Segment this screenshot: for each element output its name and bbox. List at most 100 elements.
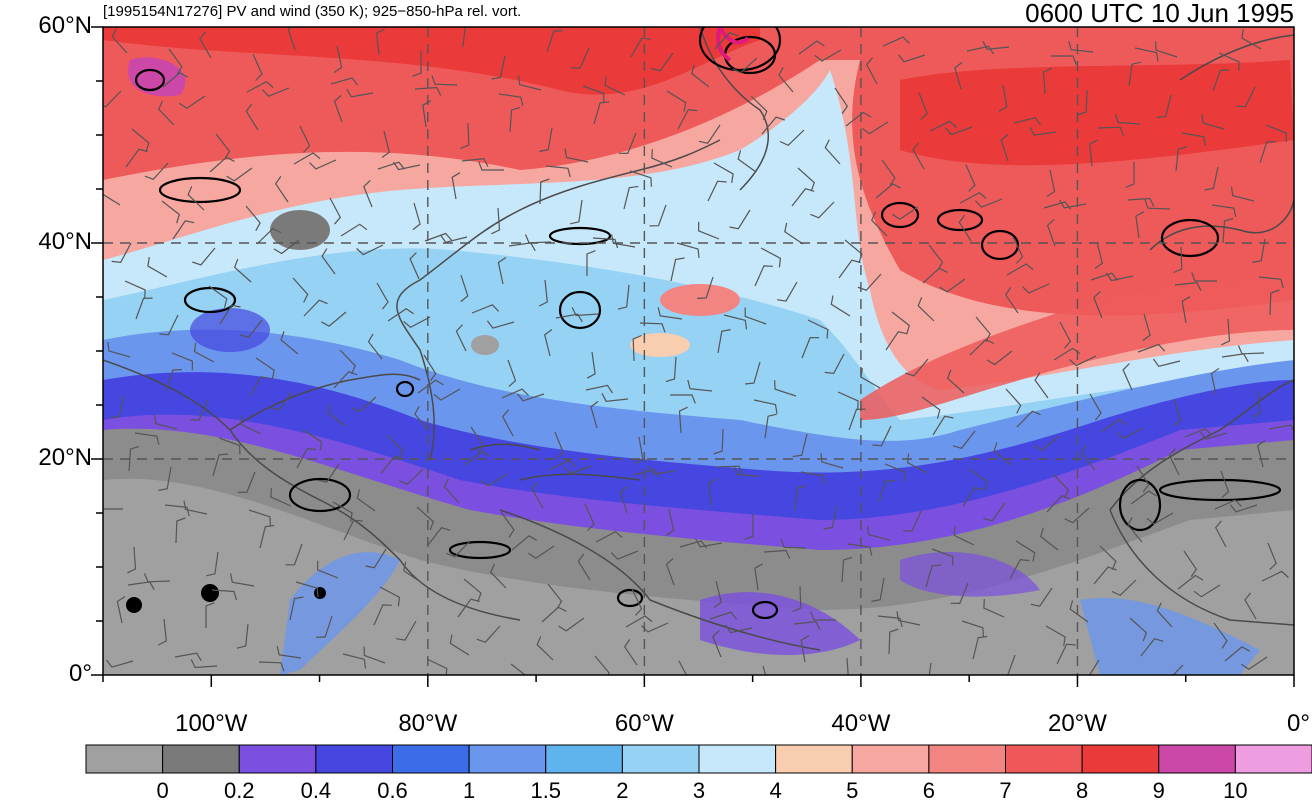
wind-barb (865, 57, 878, 85)
wind-barb (1004, 287, 1019, 314)
wind-barb (929, 120, 957, 132)
colorbar-label: 3 (692, 778, 706, 803)
wind-barb (1213, 622, 1228, 649)
wind-barb (321, 248, 336, 275)
wind-barb (1100, 418, 1127, 433)
wind-barb (641, 622, 669, 633)
wind-barb (665, 508, 675, 537)
wind-barb (403, 561, 423, 584)
wind-barb (629, 170, 652, 187)
wind-barb (723, 314, 748, 330)
wind-barb (676, 242, 700, 259)
wind-barb (245, 103, 259, 131)
wind-barb (1111, 579, 1137, 597)
wind-barb (774, 380, 797, 397)
wind-barb (953, 526, 975, 546)
wind-barb (677, 108, 698, 130)
wind-barb (539, 127, 553, 152)
wind-barb (1224, 646, 1250, 662)
wind-barb (276, 646, 302, 659)
wind-barb (309, 159, 337, 170)
wind-barb (665, 557, 675, 586)
wind-barb (716, 465, 744, 475)
wind-barb (329, 197, 342, 225)
wind-barb (713, 162, 734, 183)
wind-barb (954, 61, 963, 90)
wind-barb (906, 453, 928, 474)
wind-barb (729, 209, 751, 230)
wind-barb (1183, 550, 1198, 577)
wind-barb (1221, 318, 1231, 346)
wind-barb (124, 280, 146, 299)
wind-barb (993, 442, 1012, 466)
wind-barb (582, 85, 605, 103)
lon-label: 80°W (398, 710, 458, 737)
wind-barb (695, 538, 723, 548)
wind-barb (547, 583, 563, 610)
wind-barb (546, 30, 563, 53)
colorbar-label: 6 (922, 778, 935, 803)
wind-barb (713, 428, 724, 455)
wind-barb (1045, 625, 1066, 646)
wind-barb (952, 430, 976, 449)
wind-barb (1193, 584, 1221, 598)
wind-barb (158, 466, 172, 491)
wind-barb (709, 611, 738, 620)
wind-barb (651, 52, 674, 72)
wind-barb (321, 311, 347, 327)
wind-barb (1265, 124, 1288, 143)
wind-barb (292, 277, 309, 303)
lon-label: 40°W (831, 710, 891, 737)
colorbar-swatch (1158, 744, 1236, 774)
wind-barb (800, 635, 810, 663)
wind-barb (1034, 372, 1049, 399)
wind-barb (1093, 566, 1117, 585)
wind-barb (1127, 197, 1155, 207)
colorbar-label: 10 (1223, 778, 1248, 803)
wind-barb (744, 514, 754, 540)
wind-barb (1229, 504, 1258, 513)
wind-barb (921, 396, 941, 419)
wind-barb (451, 172, 461, 200)
wind-barb (1000, 133, 1009, 162)
wind-barb (810, 611, 836, 621)
wind-barb (1236, 86, 1256, 108)
wind-barb (687, 379, 713, 392)
wind-barb (1135, 211, 1145, 239)
wind-barb (480, 473, 508, 487)
wind-barb (273, 239, 300, 255)
wind-barb (563, 465, 592, 475)
wind-barb (256, 227, 282, 245)
wind-barb (363, 646, 386, 664)
wind-barb (630, 37, 651, 58)
wind-barb (1030, 587, 1053, 607)
wind-barb (1077, 89, 1088, 116)
wind-barb (678, 406, 688, 434)
vorticity-contours (134, 27, 1282, 620)
wind-barb (387, 307, 414, 322)
wind-barb (171, 352, 194, 371)
wind-barb (1134, 47, 1159, 62)
wind-barb (299, 125, 311, 153)
wind-barb (983, 599, 1005, 618)
wind-barb (932, 415, 954, 436)
wind-barb (707, 180, 727, 202)
wind-barb (1088, 659, 1100, 675)
wind-barb (763, 549, 791, 559)
wind-barb (218, 437, 241, 455)
wind-barb (303, 299, 328, 317)
wind-barb (975, 316, 991, 342)
wind-barb (489, 563, 507, 589)
wind-barb (497, 256, 507, 285)
wind-barb (604, 76, 626, 96)
wind-barb (1172, 664, 1184, 675)
colorbar-label: 4 (769, 778, 782, 803)
wind-barb (639, 322, 666, 333)
wind-barb (972, 635, 988, 660)
wind-barb (733, 465, 760, 477)
wind-barb (666, 90, 687, 112)
wind-barb (403, 316, 431, 329)
wind-barb (670, 394, 696, 404)
wind-barb (564, 148, 589, 163)
wind-barb (1059, 321, 1072, 349)
